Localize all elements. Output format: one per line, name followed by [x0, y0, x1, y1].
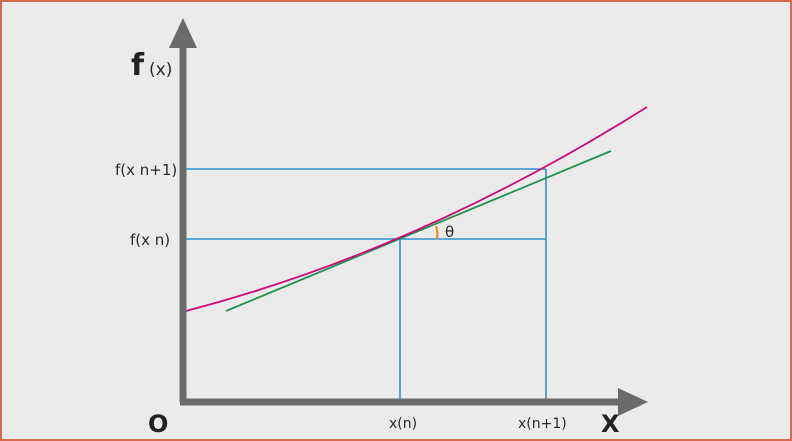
origin-label: O	[148, 410, 168, 438]
y-tick-label-upper: f(x n+1)	[115, 161, 177, 179]
y-axis-label-main: f	[131, 48, 145, 83]
x-axis-arrow-icon	[618, 388, 648, 416]
y-axis-arrow-icon	[169, 18, 197, 48]
y-axis-label-paren: (x)	[149, 60, 172, 80]
x-tick-label-right: x(n+1)	[518, 416, 567, 432]
y-tick-label-lower: f(x n)	[130, 231, 170, 249]
x-tick-label-left: x(n)	[389, 416, 417, 432]
x-axis-label: X	[601, 410, 620, 438]
tangent-line	[225, 150, 612, 312]
theta-label: θ	[445, 223, 454, 241]
function-curve	[185, 106, 648, 312]
theta-angle-arc	[434, 225, 439, 240]
